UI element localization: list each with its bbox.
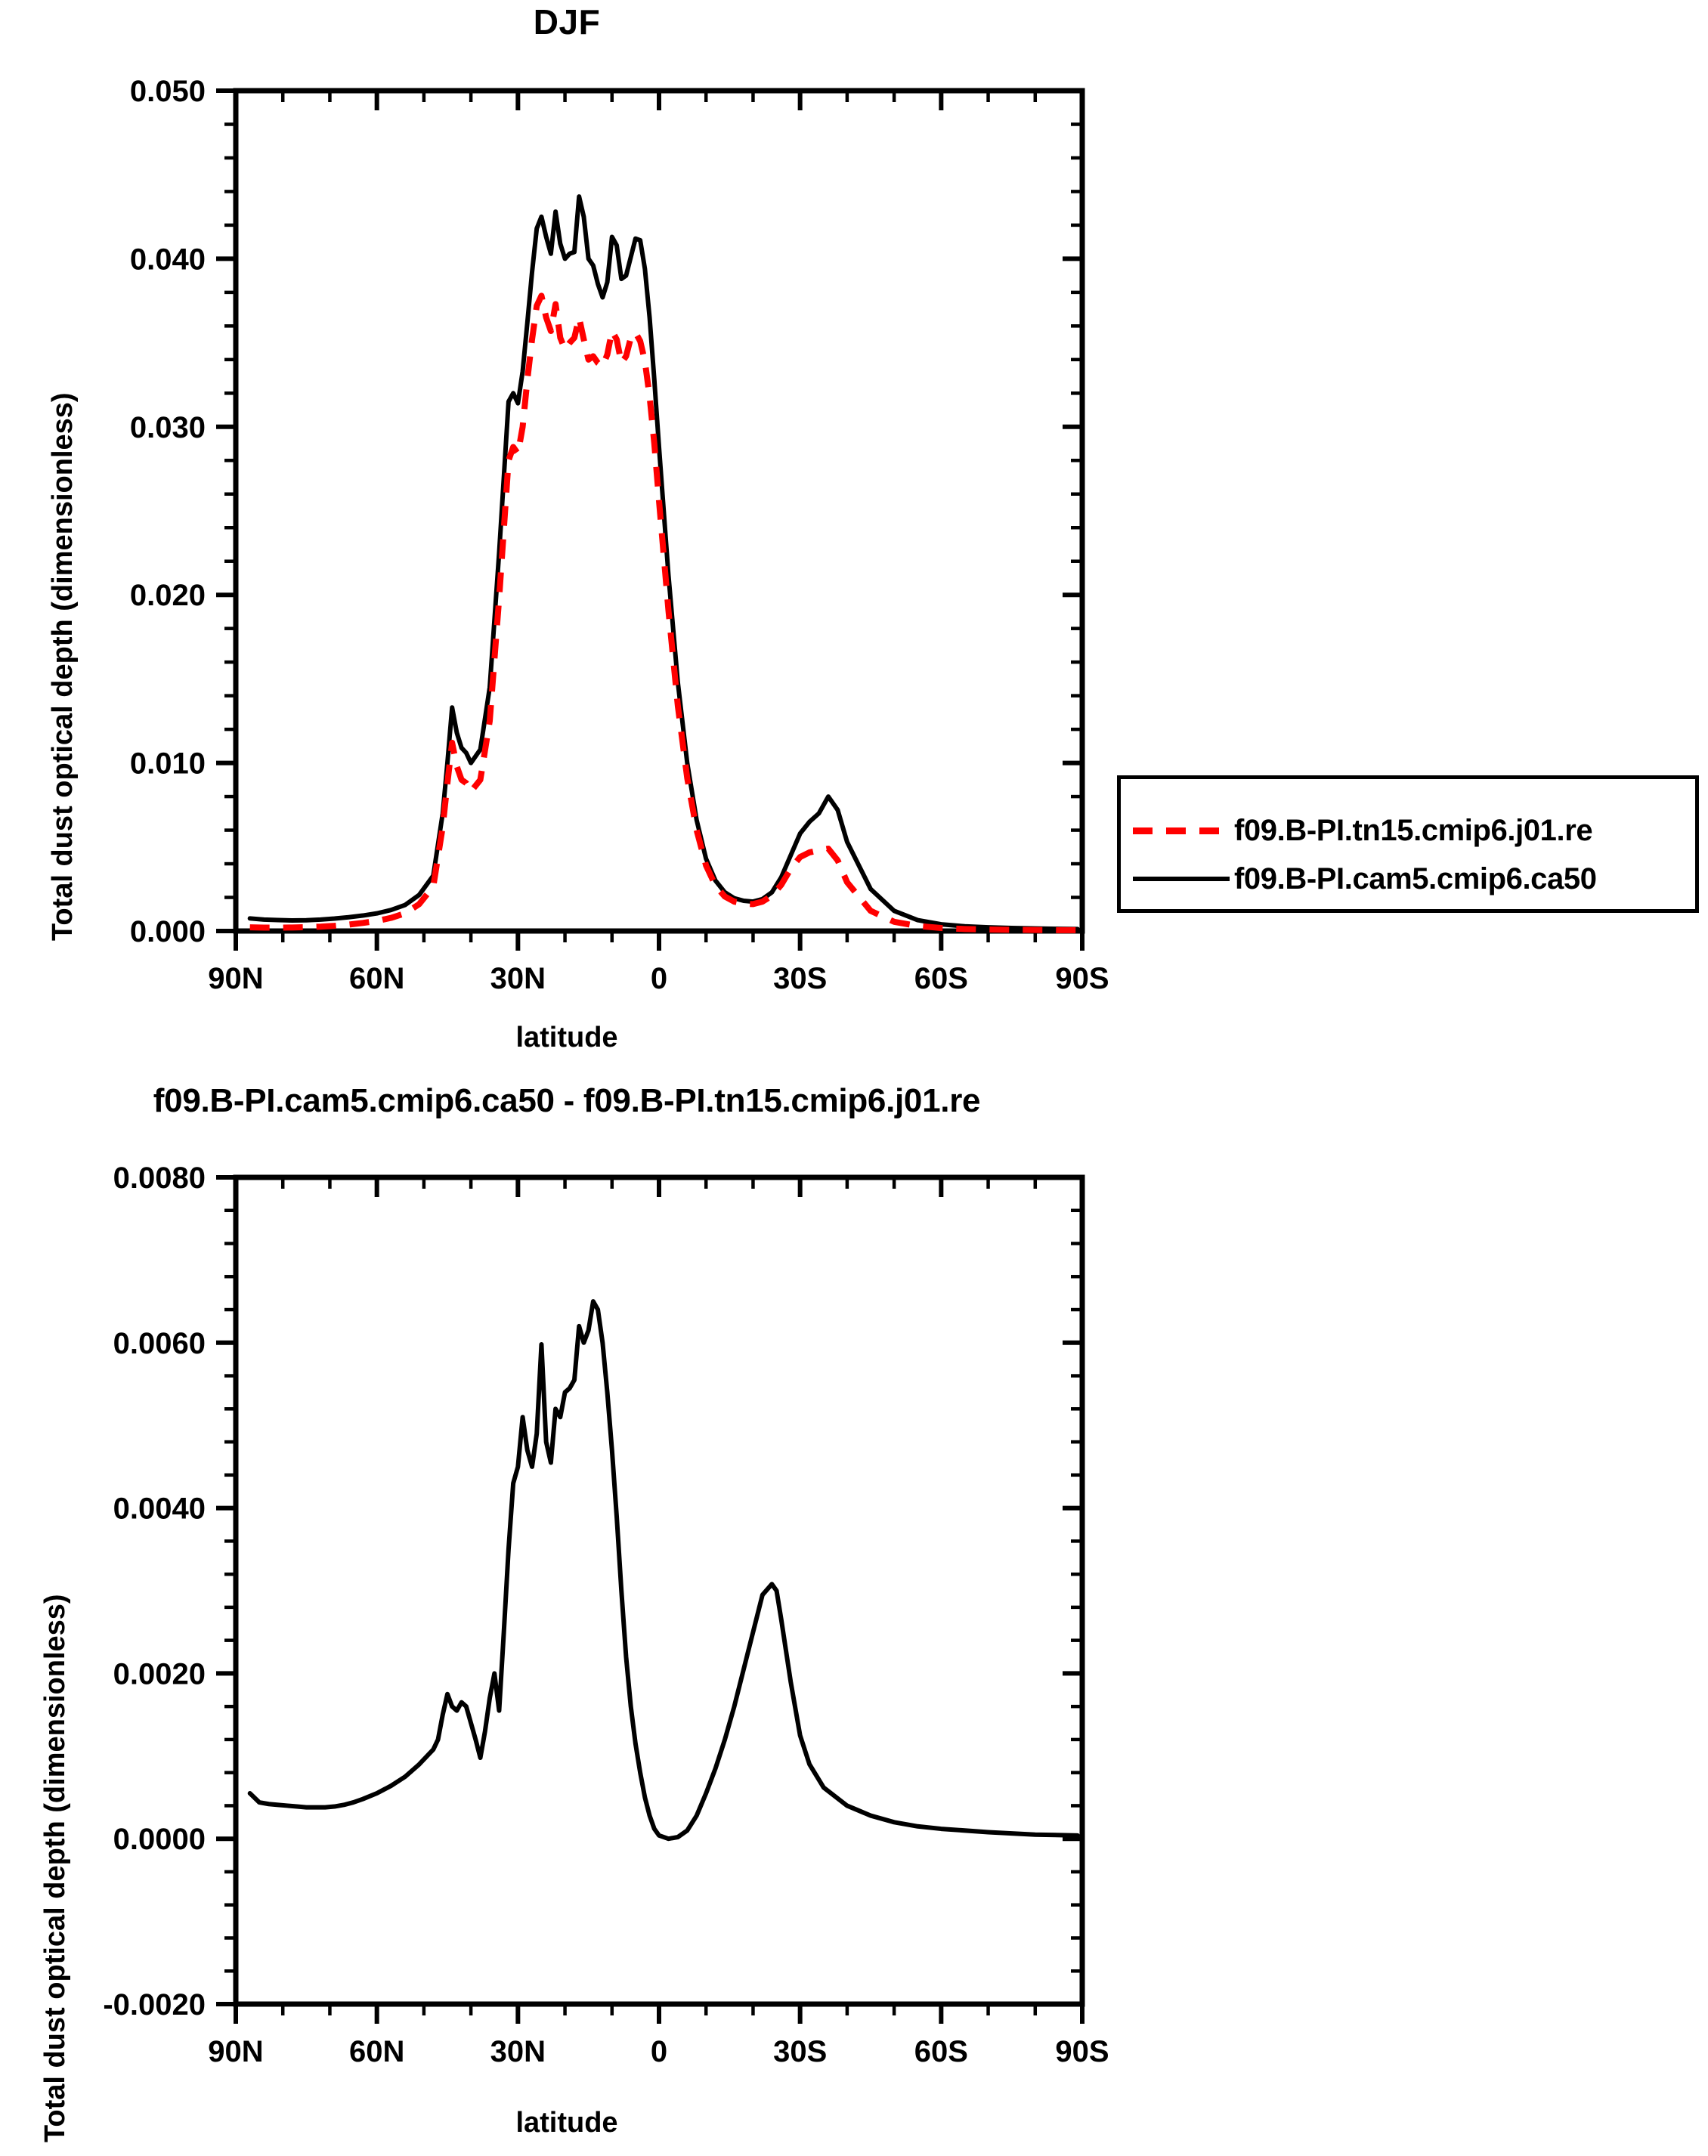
- x-tick-label: 0: [651, 2035, 667, 2068]
- y-tick-label: 0.040: [130, 243, 206, 276]
- x-tick-label: 60N: [349, 962, 404, 995]
- x-tick-label: 30S: [773, 2035, 827, 2068]
- bottom-panel-title: f09.B-PI.cam5.cmip6.ca50 - f09.B-PI.tn15…: [153, 1082, 981, 1119]
- bottom-panel-plot: 90N 60N 30N 0 30S 60S 90S -0.0020 0.0000 0.0020 0.…: [103, 1162, 1109, 2068]
- y-tick-label: 0.0000: [113, 1823, 206, 1856]
- x-tick-label: 30N: [490, 2035, 546, 2068]
- top-panel: DJF Total dust optical depth (dimensionl…: [47, 2, 1699, 1053]
- data-series-line: [247, 194, 1080, 932]
- x-tick-label: 90N: [208, 962, 263, 995]
- y-tick-label: -0.0020: [103, 1988, 206, 2021]
- top-panel-x-axis-label: latitude: [515, 1022, 618, 1053]
- x-tick-label: 0: [651, 962, 667, 995]
- y-tick-label: 0.010: [130, 747, 206, 781]
- legend-swatch-dashed-red-icon: [1133, 827, 1230, 834]
- y-tick-label: 0.000: [130, 915, 206, 948]
- y-tick-label: 0.050: [130, 75, 206, 108]
- x-tick-label: 60S: [914, 2035, 968, 2068]
- data-series-line: [247, 1299, 1080, 1842]
- x-tick-label: 90N: [208, 2035, 263, 2068]
- x-tick-label: 60S: [914, 962, 968, 995]
- legend-item-0[interactable]: f09.B-PI.tn15.cmip6.j01.re: [1121, 806, 1695, 855]
- x-tick-label: 90S: [1055, 2035, 1109, 2068]
- legend-item-1[interactable]: f09.B-PI.cam5.cmip6.ca50: [1121, 855, 1695, 903]
- bottom-panel: f09.B-PI.cam5.cmip6.ca50 - f09.B-PI.tn15…: [0, 1081, 1708, 2156]
- legend-label-1: f09.B-PI.cam5.cmip6.ca50: [1234, 861, 1597, 895]
- y-tick-label: 0.0080: [113, 1162, 206, 1195]
- bottom-panel-x-axis-label: latitude: [515, 2107, 618, 2139]
- y-tick-label: 0.020: [130, 579, 206, 612]
- legend: f09.B-PI.tn15.cmip6.j01.re f09.B-PI.cam5…: [1117, 775, 1699, 913]
- x-tick-label: 30S: [773, 962, 827, 995]
- y-tick-label: 0.0040: [113, 1492, 206, 1526]
- y-tick-label: 0.0020: [113, 1657, 206, 1690]
- legend-label-0: f09.B-PI.tn15.cmip6.j01.re: [1234, 813, 1593, 847]
- top-panel-title: DJF: [533, 2, 601, 42]
- x-tick-label: 60N: [349, 2035, 404, 2068]
- y-tick-label: 0.030: [130, 411, 206, 444]
- top-panel-plot: 90N 60N 30N 0 30S 60S 90S 0.000 0.010 0.020 0.030 0…: [130, 75, 1109, 995]
- legend-swatch-solid-black-icon: [1133, 877, 1230, 881]
- y-tick-label: 0.0060: [113, 1327, 206, 1360]
- x-tick-label: 30N: [490, 962, 546, 995]
- x-tick-label: 90S: [1055, 962, 1109, 995]
- data-series-line: [249, 292, 1078, 933]
